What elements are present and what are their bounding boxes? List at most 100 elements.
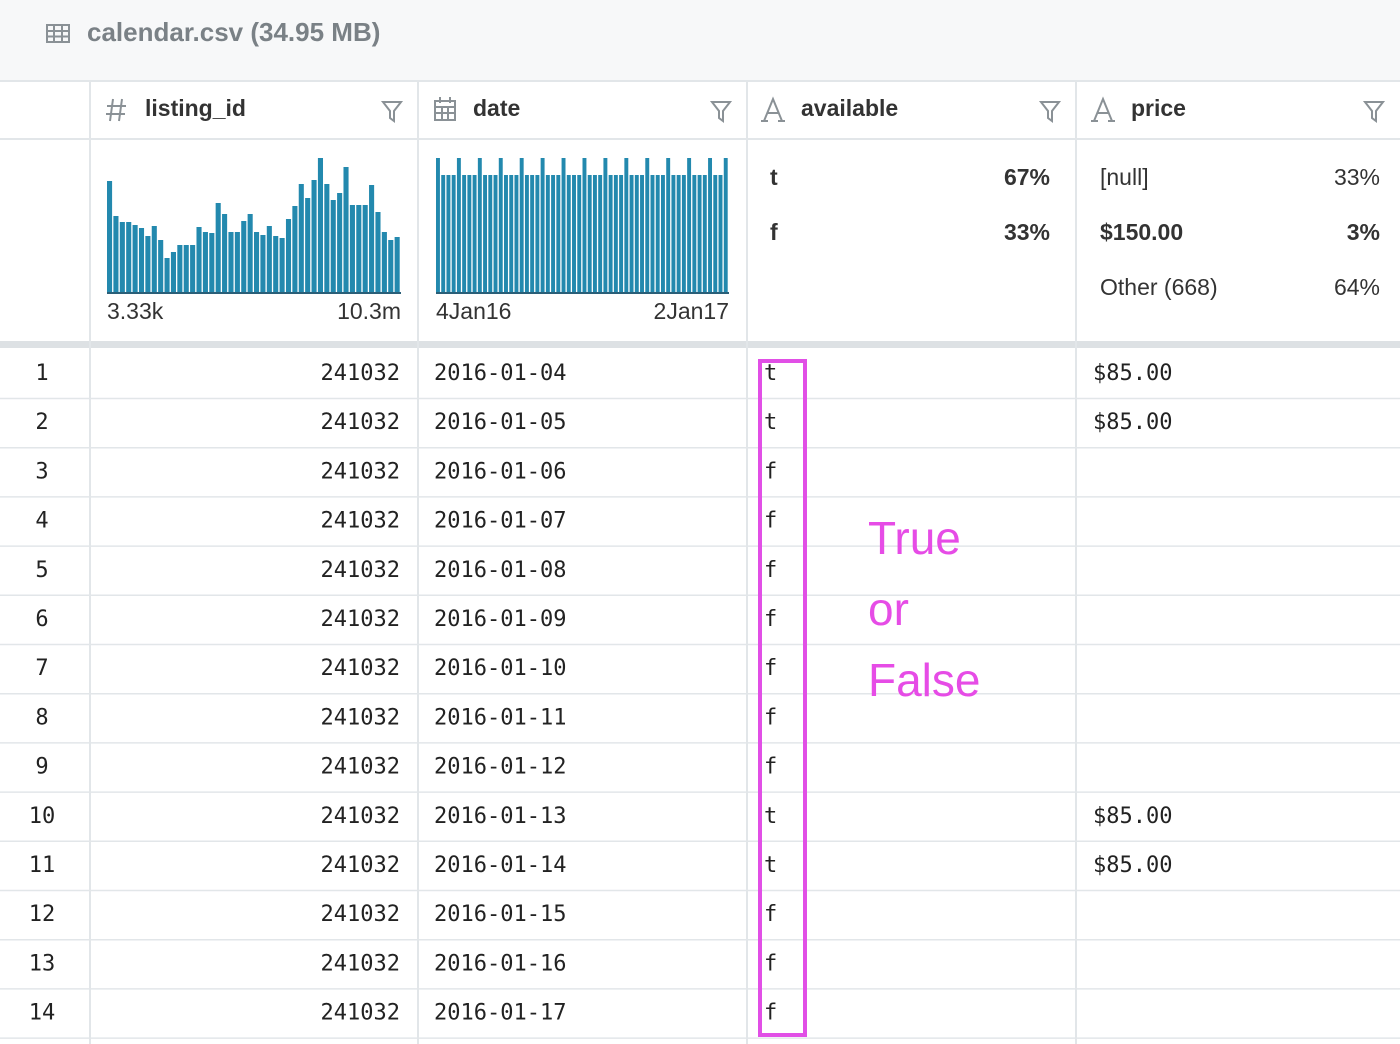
cell: 2016-01-17 — [434, 1001, 566, 1026]
histogram-bar — [190, 245, 196, 292]
cell: 241032 — [321, 755, 400, 780]
cell: 241032 — [321, 656, 400, 681]
filter-icon[interactable] — [380, 101, 404, 123]
histogram-bar — [298, 184, 304, 292]
cell: f — [764, 951, 777, 976]
histogram-bar — [504, 175, 508, 292]
cell: 241032 — [321, 951, 400, 976]
cell: 2016-01-15 — [434, 902, 566, 927]
annotation-text: True — [868, 512, 961, 564]
histogram-bar — [509, 175, 514, 292]
histogram-bar — [394, 237, 400, 292]
title-bar — [0, 0, 1400, 80]
histogram-bar — [676, 175, 681, 292]
histogram-bar — [107, 181, 113, 292]
histogram-bar — [713, 175, 718, 292]
histogram-bar — [113, 216, 119, 292]
histogram-max-label: 2Jan17 — [654, 298, 729, 324]
histogram-bar — [551, 175, 556, 292]
histogram-bar — [132, 225, 138, 292]
histogram-bar — [222, 214, 228, 292]
cell: f — [764, 607, 777, 632]
highlight-box — [758, 359, 807, 1037]
row-number: 12 — [29, 902, 56, 927]
histogram-bar — [566, 175, 571, 292]
histogram-bar — [556, 175, 561, 292]
histogram-bar — [488, 175, 493, 292]
histogram-bar — [613, 175, 618, 292]
text-icon — [761, 96, 785, 122]
histogram-bar — [702, 175, 707, 292]
cell: $85.00 — [1093, 853, 1172, 878]
histogram-bar — [477, 158, 482, 292]
column-header: available — [801, 95, 898, 121]
histogram-bar — [603, 158, 608, 292]
row-number: 2 — [35, 410, 48, 435]
cell: f — [764, 459, 777, 484]
filter-icon[interactable] — [709, 101, 733, 123]
cell: 2016-01-13 — [434, 804, 566, 829]
histogram-bar — [170, 252, 177, 292]
cell: 241032 — [321, 410, 400, 435]
histogram-bar — [436, 158, 440, 292]
histogram-min-label: 4Jan16 — [436, 298, 511, 324]
histogram-bar — [260, 235, 266, 292]
cell: f — [764, 902, 777, 927]
histogram-bar — [535, 175, 540, 292]
histogram-bar — [202, 232, 208, 292]
summary-value: $150.00 — [1100, 219, 1183, 245]
row-number: 14 — [29, 1001, 56, 1026]
histogram-bar — [317, 158, 324, 292]
filter-icon[interactable] — [1038, 101, 1062, 123]
summary-percent: 33% — [1004, 219, 1050, 245]
cell: 241032 — [321, 1001, 400, 1026]
cell: f — [764, 705, 777, 730]
histogram-bar — [634, 175, 639, 292]
histogram-bar — [640, 175, 644, 292]
histogram-bar — [369, 185, 375, 292]
cell: f — [764, 558, 777, 583]
histogram-bar — [650, 175, 655, 292]
cell: 241032 — [321, 705, 400, 730]
cell: 2016-01-07 — [434, 509, 566, 534]
histogram-bar — [619, 175, 624, 292]
summary-value: f — [770, 219, 778, 245]
histogram-bar — [561, 158, 566, 292]
histogram-bar — [472, 175, 477, 292]
histogram-bar — [126, 222, 132, 292]
cell: t — [764, 361, 777, 386]
histogram-bar — [441, 175, 446, 292]
summary-percent: 33% — [1334, 164, 1380, 190]
histogram-bar — [577, 175, 582, 292]
summary-value: t — [770, 164, 778, 190]
cell: f — [764, 656, 777, 681]
histogram-bar — [254, 232, 260, 292]
histogram-bar — [324, 184, 330, 292]
cell: 2016-01-05 — [434, 410, 566, 435]
cell: 2016-01-04 — [434, 361, 566, 386]
cell: 241032 — [321, 902, 400, 927]
histogram-bar — [228, 232, 234, 292]
calendar-icon-lines — [435, 97, 455, 120]
histogram-bar — [519, 158, 524, 292]
histogram-bar — [343, 167, 349, 292]
histogram-bar — [598, 175, 603, 292]
histogram-bar — [311, 180, 317, 292]
histogram-bar — [337, 193, 343, 292]
histogram-bar — [629, 175, 634, 292]
histogram-bar — [138, 228, 145, 292]
histogram-bar — [530, 175, 535, 292]
cell: 2016-01-12 — [434, 755, 566, 780]
row-number: 5 — [35, 558, 48, 583]
histogram-bar — [388, 240, 394, 292]
histogram-bar — [356, 205, 362, 292]
filter-icon[interactable] — [1362, 101, 1386, 123]
column-header: listing_id — [145, 95, 246, 121]
histogram-bar — [645, 158, 650, 292]
histogram-bar — [493, 175, 498, 292]
histogram-bar — [164, 258, 170, 292]
histogram-bar — [572, 175, 576, 292]
histogram-bar — [177, 245, 183, 292]
histogram-bar — [592, 175, 597, 292]
histogram-bar — [608, 175, 613, 292]
